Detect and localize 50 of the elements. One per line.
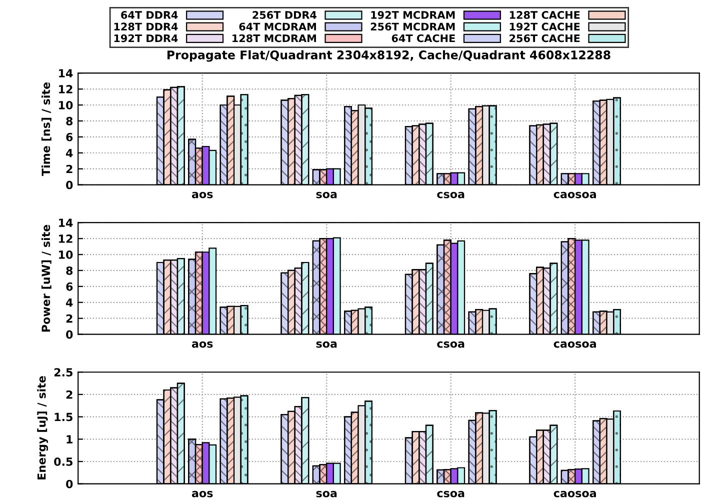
y-tick-label: 12 — [59, 85, 72, 94]
x-tick-label: csoa — [437, 341, 464, 348]
legend-label: 64T CACHE — [392, 34, 455, 42]
legend-label: 256T CACHE — [510, 34, 580, 42]
x-tick-label: csoa — [437, 490, 464, 498]
legend-label: 128T MCDRAM — [232, 34, 316, 42]
y-tick-label: 14 — [59, 69, 73, 78]
y-tick-label: 2 — [66, 314, 72, 323]
y-axis-title: Power [uW] / site — [41, 224, 52, 332]
x-tick-label: soa — [316, 341, 337, 348]
legend-label: 128T DDR4 — [114, 22, 178, 31]
x-tick-label: aos — [192, 192, 213, 198]
y-tick-label: 4 — [66, 149, 73, 158]
legend-label: 64T MCDRAM — [239, 22, 316, 31]
x-tick-label: aos — [192, 490, 213, 498]
x-tick-label: soa — [316, 490, 337, 498]
x-tick-label: caosoa — [554, 192, 596, 198]
x-tick-label: aos — [192, 341, 213, 348]
legend-label: 128T CACHE — [510, 11, 580, 19]
legend-label: 64T DDR4 — [121, 11, 178, 19]
y-tick-label: 0.5 — [54, 457, 72, 466]
x-tick-label: caosoa — [554, 341, 596, 348]
y-tick-label: 10 — [59, 100, 73, 110]
chart-title: Propagate Flat/Quadrant 2304x8192, Cache/Quadrant 4608x12288 — [167, 50, 610, 62]
y-tick-label: 0 — [66, 180, 73, 190]
y-tick-label: 12 — [59, 234, 72, 243]
y-tick-label: 2.5 — [54, 368, 72, 376]
y-tick-label: 6 — [66, 132, 73, 142]
y-tick-label: 6 — [66, 282, 73, 291]
legend-label: 256T DDR4 — [252, 11, 316, 19]
y-tick-label: 2 — [66, 390, 72, 399]
y-tick-label: 8 — [66, 116, 73, 126]
x-tick-label: csoa — [437, 192, 464, 198]
legend-label: 256T MCDRAM — [370, 22, 455, 31]
y-tick-label: 0 — [66, 330, 73, 339]
y-tick-label: 2 — [66, 164, 72, 174]
y-tick-label: 8 — [66, 266, 73, 275]
y-tick-label: 1 — [66, 435, 72, 444]
legend-label: 192T DDR4 — [114, 34, 178, 42]
y-axis-title: Energy [uJ] / site — [37, 376, 48, 480]
y-tick-label: 4 — [66, 298, 73, 307]
legend-label: 192T MCDRAM — [371, 11, 455, 19]
y-tick-label: 0 — [66, 480, 73, 488]
y-tick-label: 1.5 — [54, 412, 72, 422]
legend-label: 192T CACHE — [510, 22, 580, 31]
y-tick-label: 10 — [59, 250, 73, 259]
y-axis-title: Time [ns] / site — [41, 82, 52, 176]
x-tick-label: caosoa — [554, 490, 596, 498]
x-tick-label: soa — [316, 192, 337, 198]
y-tick-label: 14 — [59, 218, 73, 227]
